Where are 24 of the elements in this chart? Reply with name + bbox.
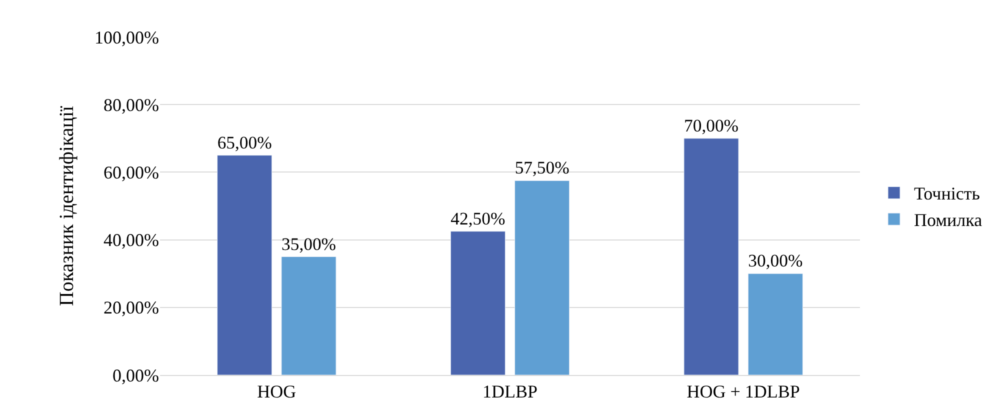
bar: [281, 256, 336, 375]
x-tick-label: HOG: [257, 382, 296, 402]
data-label: 57,50%: [514, 158, 570, 178]
data-label: 70,00%: [684, 115, 739, 136]
data-label: 65,00%: [217, 132, 272, 152]
bar: [450, 231, 506, 375]
data-label: 30,00%: [748, 250, 803, 271]
y-tick-label: 40,00%: [104, 230, 159, 250]
y-axis-title: Показник ідентифікації: [56, 105, 78, 306]
y-tick-label: 20,00%: [104, 298, 159, 318]
y-tick-label: 80,00%: [104, 94, 159, 115]
legend-label: Помилка: [914, 210, 982, 230]
x-tick-label: HOG + 1DLBP: [686, 382, 800, 402]
legend-label: Точність: [914, 184, 980, 204]
data-label: 35,00%: [282, 234, 336, 254]
y-tick-label: 60,00%: [104, 162, 159, 182]
bar: [748, 273, 803, 375]
y-tick-label: 0,00%: [112, 365, 159, 386]
x-tick-label: 1DLBP: [482, 382, 538, 402]
bar: [514, 180, 570, 375]
bar: [684, 138, 739, 375]
y-tick-label: 100,00%: [94, 27, 159, 48]
bar: [217, 155, 272, 375]
data-label: 42,50%: [450, 208, 506, 228]
